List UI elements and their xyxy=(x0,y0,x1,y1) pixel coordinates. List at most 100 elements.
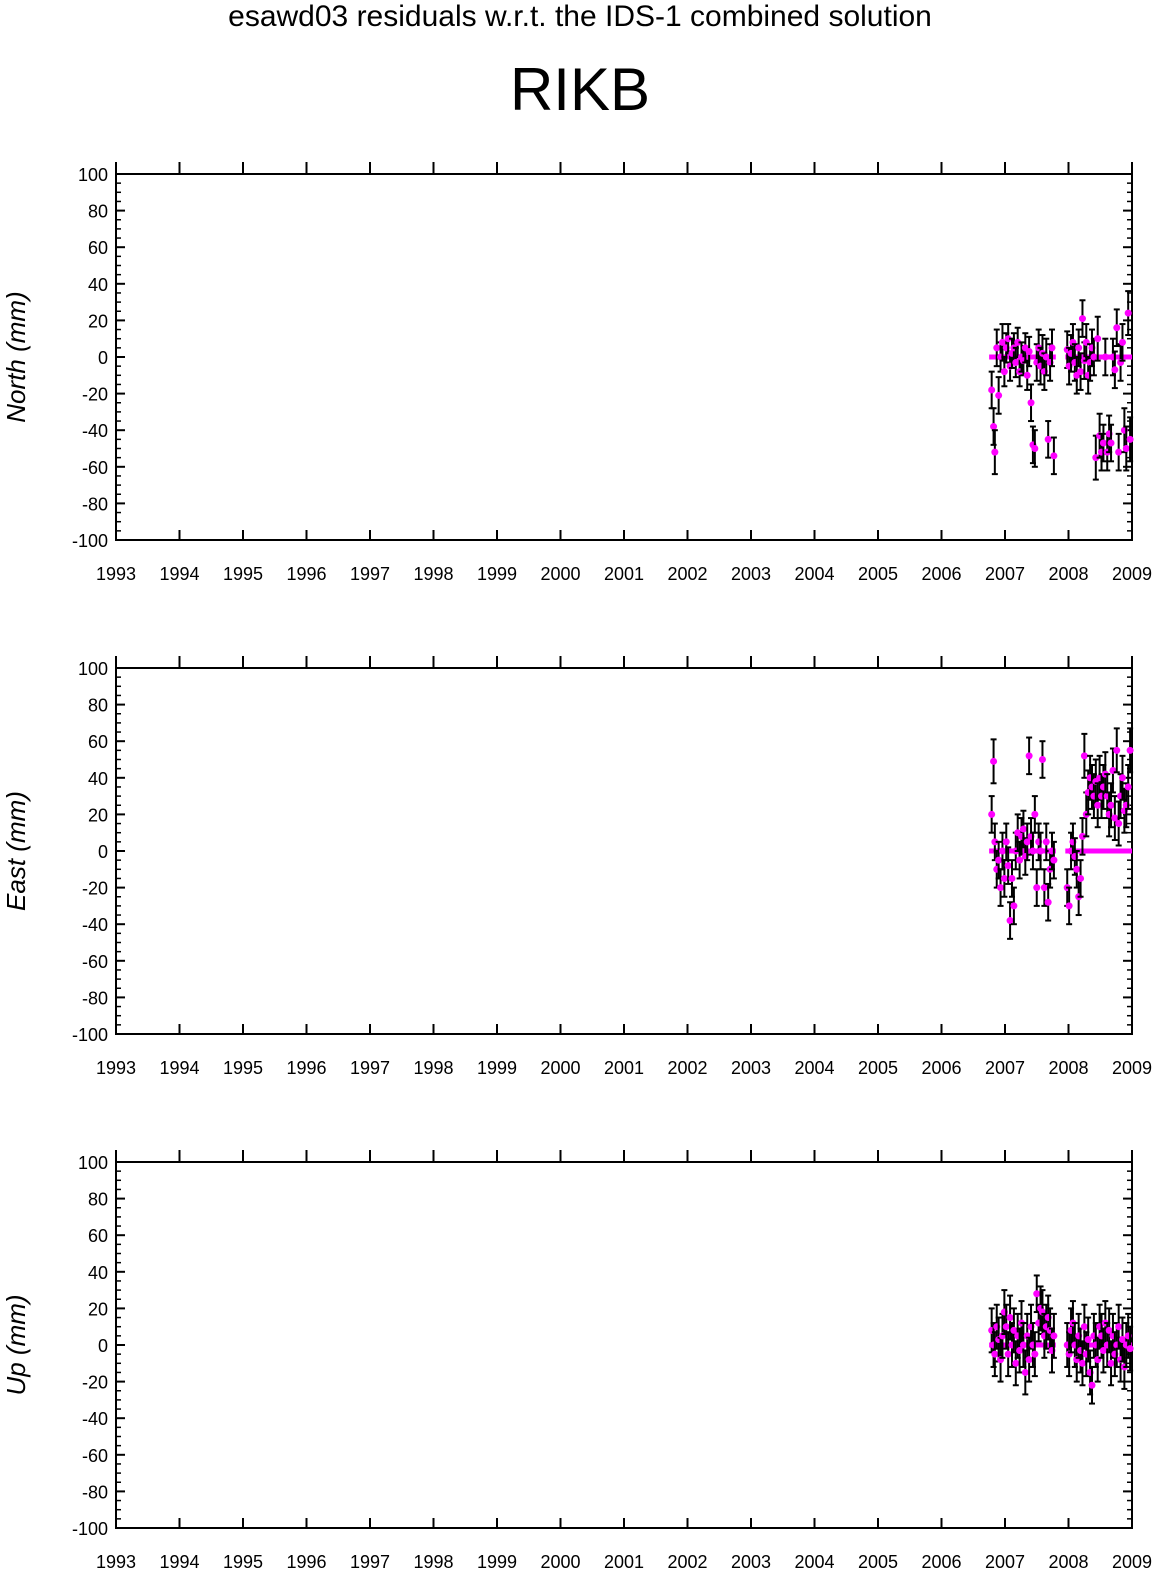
data-point xyxy=(1118,1336,1126,1344)
data-point xyxy=(1094,801,1102,809)
data-point xyxy=(1124,783,1132,791)
data-point xyxy=(998,847,1006,855)
data-point xyxy=(1107,801,1115,809)
data-point xyxy=(1078,1359,1086,1367)
x-tick-label: 1993 xyxy=(96,564,136,584)
x-tick-label: 2007 xyxy=(985,1552,1025,1572)
x-tick-label: 2003 xyxy=(731,564,771,584)
data-point xyxy=(1078,315,1086,323)
x-tick-label: 2006 xyxy=(921,1552,961,1572)
data-point xyxy=(1033,884,1041,892)
data-point xyxy=(1025,1356,1033,1364)
data-point xyxy=(1000,368,1008,376)
y-axis-label: North (mm) xyxy=(1,291,31,422)
data-point xyxy=(1023,371,1031,379)
y-tick-label: 20 xyxy=(88,1299,108,1319)
y-tick-label: -80 xyxy=(82,1482,108,1502)
data-point xyxy=(1016,1346,1024,1354)
data-point xyxy=(988,810,996,818)
x-tick-label: 2000 xyxy=(540,564,580,584)
x-tick-label: 2004 xyxy=(794,564,834,584)
data-point xyxy=(1040,884,1048,892)
y-tick-label: 100 xyxy=(78,165,108,185)
data-point xyxy=(1115,1323,1123,1331)
data-point xyxy=(1113,746,1121,754)
data-point xyxy=(1004,335,1012,343)
x-tick-label: 1995 xyxy=(223,1058,263,1078)
data-point xyxy=(1075,344,1083,352)
x-tick-label: 2003 xyxy=(731,1552,771,1572)
data-point xyxy=(1042,353,1050,361)
residual-panel-3: 100 80 60 40 20 0 -20 -40 -60 -80 -100 1993 1994 1995… xyxy=(1,1150,1152,1572)
data-point xyxy=(1111,366,1119,374)
data-point xyxy=(1099,1346,1107,1354)
x-tick-label: 1998 xyxy=(413,1058,453,1078)
y-tick-label: -60 xyxy=(82,458,108,478)
data-point xyxy=(1065,902,1073,910)
data-point xyxy=(991,1350,999,1358)
data-point xyxy=(1099,439,1107,447)
y-tick-label: 100 xyxy=(78,659,108,679)
x-tick-label: 2009 xyxy=(1112,1058,1152,1078)
data-point xyxy=(1107,439,1115,447)
data-point xyxy=(1002,1323,1010,1331)
x-tick-label: 1997 xyxy=(350,1552,390,1572)
data-point xyxy=(1090,353,1098,361)
data-point xyxy=(1016,856,1024,864)
y-tick-label: 80 xyxy=(88,1190,108,1210)
data-point xyxy=(1000,874,1008,882)
y-tick-label: 40 xyxy=(88,275,108,295)
data-point xyxy=(1124,309,1132,317)
data-point xyxy=(1073,865,1081,873)
data-point xyxy=(990,423,998,431)
x-tick-label: 2001 xyxy=(604,1552,644,1572)
x-tick-label: 2001 xyxy=(604,564,644,584)
data-point xyxy=(1113,324,1121,332)
y-tick-label: 80 xyxy=(88,696,108,716)
data-point xyxy=(1115,448,1123,456)
x-tick-label: 2003 xyxy=(731,1058,771,1078)
y-tick-label: -100 xyxy=(72,1025,108,1045)
x-tick-label: 1998 xyxy=(413,1552,453,1572)
y-tick-label: -40 xyxy=(82,915,108,935)
x-tick-label: 2009 xyxy=(1112,1552,1152,1572)
data-point xyxy=(1080,1323,1088,1331)
y-tick-label: 40 xyxy=(88,769,108,789)
x-tick-label: 1995 xyxy=(223,1552,263,1572)
residual-panel-2: 100 80 60 40 20 0 -20 -40 -60 -80 -100 1993 1994 1995… xyxy=(1,656,1152,1078)
data-point xyxy=(1010,1326,1018,1334)
data-point xyxy=(1088,1381,1096,1389)
y-tick-label: -40 xyxy=(82,1409,108,1429)
data-point xyxy=(1002,838,1010,846)
data-point xyxy=(1029,847,1037,855)
x-tick-label: 2000 xyxy=(540,1552,580,1572)
x-tick-label: 1997 xyxy=(350,564,390,584)
data-point xyxy=(1084,1336,1092,1344)
x-tick-label: 1996 xyxy=(286,564,326,584)
data-point xyxy=(1010,902,1018,910)
data-point xyxy=(1048,344,1056,352)
data-point xyxy=(1126,435,1134,443)
data-point xyxy=(1094,335,1102,343)
data-point xyxy=(990,757,998,765)
data-point xyxy=(995,391,1003,399)
x-tick-label: 2008 xyxy=(1048,564,1088,584)
x-tick-label: 2000 xyxy=(540,1058,580,1078)
y-tick-label: 100 xyxy=(78,1153,108,1173)
x-tick-label: 1996 xyxy=(286,1552,326,1572)
data-point xyxy=(1111,814,1119,822)
x-tick-label: 1993 xyxy=(96,1552,136,1572)
y-tick-label: -40 xyxy=(82,421,108,441)
y-tick-label: 20 xyxy=(88,311,108,331)
x-tick-label: 2004 xyxy=(794,1552,834,1572)
x-tick-label: 2008 xyxy=(1048,1058,1088,1078)
x-tick-label: 1999 xyxy=(477,1552,517,1572)
x-tick-label: 2006 xyxy=(921,1058,961,1078)
x-tick-label: 2009 xyxy=(1112,564,1152,584)
data-point xyxy=(1031,810,1039,818)
x-tick-label: 1994 xyxy=(159,564,199,584)
data-point xyxy=(1126,746,1134,754)
y-tick-label: 0 xyxy=(98,1336,108,1356)
x-tick-label: 2004 xyxy=(794,1058,834,1078)
